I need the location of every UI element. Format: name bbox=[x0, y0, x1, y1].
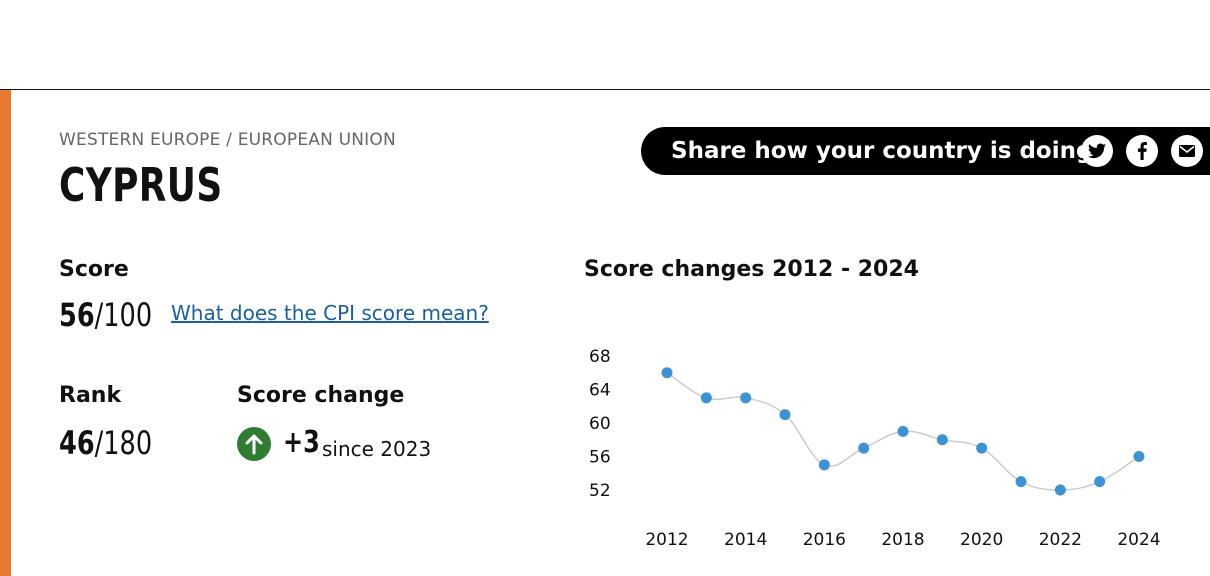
rank-label: Rank bbox=[59, 383, 122, 408]
x-tick-label: 2016 bbox=[803, 530, 846, 550]
data-point[interactable] bbox=[858, 442, 870, 454]
share-bar: Share how your country is doing bbox=[641, 127, 1210, 175]
data-point[interactable] bbox=[740, 392, 752, 404]
x-tick-label: 2020 bbox=[960, 530, 1003, 550]
data-point[interactable] bbox=[1054, 484, 1066, 496]
y-tick-label: 56 bbox=[589, 448, 611, 468]
data-point[interactable] bbox=[1015, 476, 1027, 488]
rank-out-of: /180 bbox=[94, 424, 153, 462]
data-point[interactable] bbox=[897, 425, 909, 437]
x-tick-label: 2014 bbox=[724, 530, 767, 550]
share-label: Share how your country is doing bbox=[671, 138, 1093, 164]
y-tick-label: 60 bbox=[589, 414, 611, 434]
region-breadcrumb: WESTERN EUROPE / EUROPEAN UNION bbox=[59, 130, 396, 150]
country-title: CYPRUS bbox=[59, 158, 223, 212]
arrow-up-icon bbox=[237, 427, 271, 461]
rank-value: 46/180 bbox=[59, 424, 152, 462]
x-axis-ticks: 2012 2014 2016 2018 2020 2022 2024 bbox=[645, 530, 1160, 550]
y-tick-label: 52 bbox=[589, 481, 611, 501]
accent-bar bbox=[0, 90, 11, 576]
data-point[interactable] bbox=[1133, 451, 1145, 462]
score-points bbox=[661, 367, 1145, 496]
y-tick-label: 64 bbox=[589, 381, 611, 401]
score-number: 56 bbox=[59, 296, 95, 334]
score-change-label: Score change bbox=[237, 383, 405, 408]
data-point[interactable] bbox=[936, 434, 948, 446]
data-point[interactable] bbox=[779, 409, 791, 421]
score-label: Score bbox=[59, 257, 129, 282]
x-tick-label: 2018 bbox=[881, 530, 924, 550]
rank-number: 46 bbox=[59, 424, 95, 462]
data-point[interactable] bbox=[700, 392, 712, 404]
x-tick-label: 2022 bbox=[1039, 530, 1082, 550]
y-axis-ticks: 68 64 60 56 52 bbox=[589, 347, 611, 501]
data-point[interactable] bbox=[976, 442, 988, 454]
score-value: 56/100 bbox=[59, 296, 152, 334]
score-change-value: +3 bbox=[283, 425, 320, 460]
chart-title: Score changes 2012 - 2024 bbox=[584, 257, 919, 282]
x-tick-label: 2012 bbox=[645, 530, 688, 550]
facebook-icon[interactable] bbox=[1126, 135, 1158, 167]
cpi-score-link[interactable]: What does the CPI score mean? bbox=[171, 301, 489, 325]
twitter-icon[interactable] bbox=[1081, 135, 1113, 167]
header-divider bbox=[0, 89, 1210, 90]
data-point[interactable] bbox=[1094, 476, 1106, 488]
x-tick-label: 2024 bbox=[1117, 530, 1160, 550]
email-icon[interactable] bbox=[1171, 135, 1203, 167]
data-point[interactable] bbox=[818, 459, 830, 471]
data-point[interactable] bbox=[661, 367, 673, 379]
score-change-since: since 2023 bbox=[322, 437, 432, 461]
score-history-chart: 68 64 60 56 52 2012 2014 2016 2018 2020 2022 2024 bbox=[589, 347, 1161, 550]
score-out-of: /100 bbox=[94, 296, 153, 334]
y-tick-label: 68 bbox=[589, 347, 611, 367]
